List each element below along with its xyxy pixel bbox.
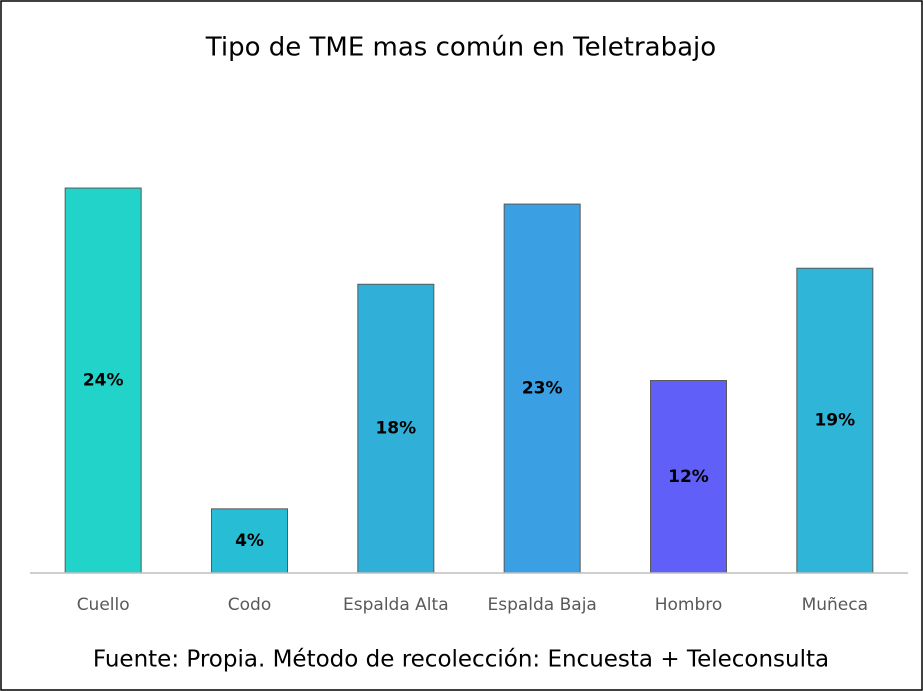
data-label: 18% bbox=[375, 419, 416, 439]
bar bbox=[503, 203, 581, 574]
chart-title: Tipo de TME mas común en Teletrabajo bbox=[205, 33, 716, 63]
x-tick-label: Codo bbox=[228, 595, 271, 615]
bar bbox=[650, 380, 727, 574]
x-tick-label: Espalda Alta bbox=[343, 595, 449, 615]
bar bbox=[357, 283, 435, 574]
data-label: 24% bbox=[83, 371, 124, 391]
data-label: 12% bbox=[668, 467, 709, 487]
data-label: 4% bbox=[235, 531, 264, 551]
data-label: 19% bbox=[814, 411, 855, 431]
x-tick-label: Espalda Baja bbox=[487, 595, 596, 615]
x-tick-label: Hombro bbox=[655, 595, 723, 615]
source-note: Fuente: Propia. Método de recolección: E… bbox=[93, 647, 829, 673]
bar bbox=[64, 187, 142, 574]
bar bbox=[211, 508, 288, 574]
x-tick-label: Cuello bbox=[77, 595, 130, 615]
data-label: 23% bbox=[522, 379, 563, 399]
x-tick-label: Muñeca bbox=[802, 595, 868, 615]
